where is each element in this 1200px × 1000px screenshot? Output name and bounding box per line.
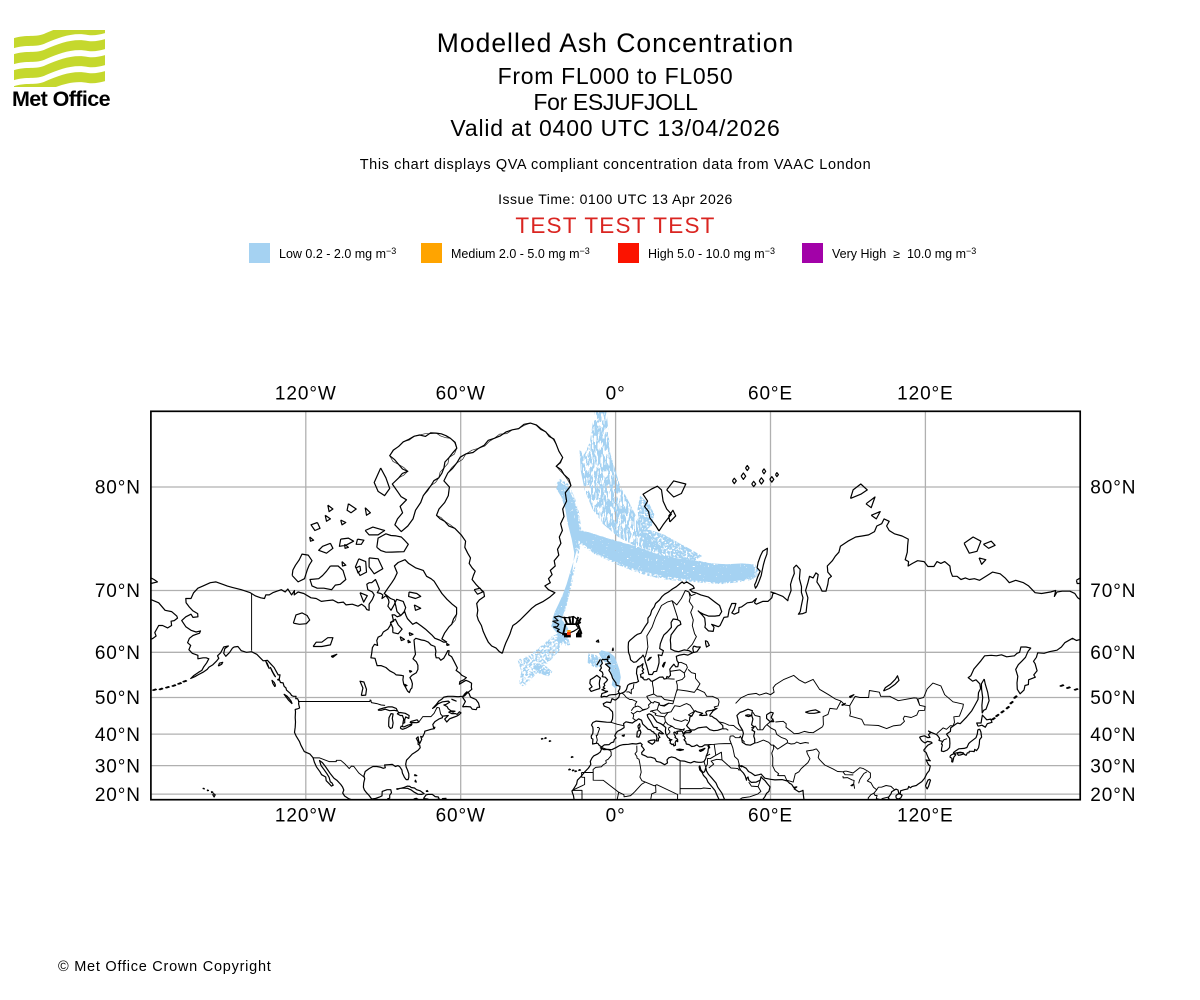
svg-text:0°: 0° bbox=[606, 806, 626, 827]
svg-text:80°N: 80°N bbox=[95, 478, 141, 499]
svg-text:60°E: 60°E bbox=[748, 806, 793, 827]
svg-text:70°N: 70°N bbox=[95, 581, 141, 602]
svg-text:0°: 0° bbox=[606, 384, 626, 405]
svg-text:120°W: 120°W bbox=[275, 384, 337, 405]
svg-text:40°N: 40°N bbox=[95, 725, 141, 746]
svg-text:80°N: 80°N bbox=[1090, 478, 1136, 499]
svg-text:40°N: 40°N bbox=[1090, 725, 1136, 746]
svg-text:20°N: 20°N bbox=[1090, 785, 1136, 806]
svg-text:30°N: 30°N bbox=[1090, 756, 1136, 777]
svg-text:120°E: 120°E bbox=[897, 384, 953, 405]
svg-text:120°E: 120°E bbox=[897, 806, 953, 827]
svg-text:70°N: 70°N bbox=[1090, 581, 1136, 602]
svg-text:20°N: 20°N bbox=[95, 785, 141, 806]
svg-text:60°N: 60°N bbox=[95, 643, 141, 664]
svg-text:120°W: 120°W bbox=[275, 806, 337, 827]
svg-text:50°N: 50°N bbox=[95, 688, 141, 709]
svg-text:60°W: 60°W bbox=[436, 806, 486, 827]
svg-text:60°W: 60°W bbox=[436, 384, 486, 405]
svg-text:60°N: 60°N bbox=[1090, 643, 1136, 664]
svg-text:60°E: 60°E bbox=[748, 384, 793, 405]
svg-text:30°N: 30°N bbox=[95, 756, 141, 777]
svg-text:50°N: 50°N bbox=[1090, 688, 1136, 709]
